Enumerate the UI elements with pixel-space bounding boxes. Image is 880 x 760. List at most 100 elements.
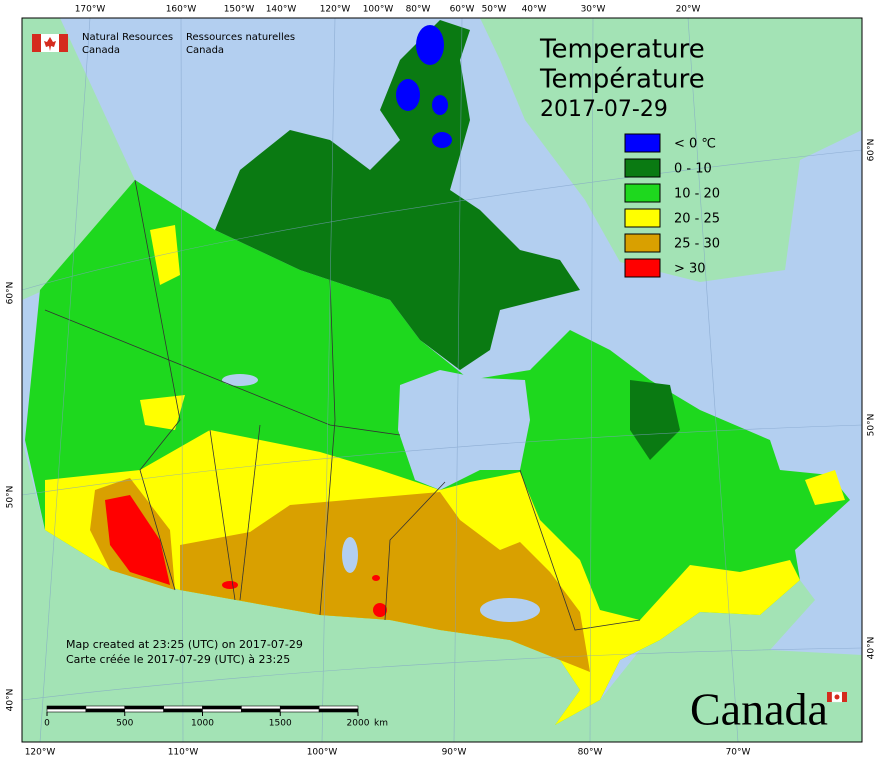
- scale-unit: km: [374, 719, 388, 729]
- province-border: [384, 481, 446, 621]
- lon-label: 100°W: [307, 748, 338, 758]
- lake: [480, 598, 540, 622]
- graticule: [22, 18, 862, 742]
- lon-label: 90°W: [442, 748, 467, 758]
- lon-label: 80°W: [578, 748, 603, 758]
- lon-label: 110°W: [168, 748, 199, 758]
- province-border: [44, 309, 401, 436]
- hudson-bay: [398, 370, 530, 490]
- region-over-30: [373, 603, 387, 617]
- lon-label: 120°W: [25, 748, 56, 758]
- region-20-25: [805, 470, 845, 505]
- region-over-30: [372, 575, 380, 581]
- maple-leaf: [834, 694, 840, 700]
- lon-label: 40°W: [522, 5, 547, 15]
- province-border: [239, 424, 261, 601]
- scale-segment: [46, 705, 87, 710]
- lon-label: 120°W: [320, 5, 351, 15]
- region-0-10: [215, 20, 580, 370]
- note-fr: Carte créée le 2017-07-29 (UTC) à 23:25: [66, 653, 290, 666]
- agency-en: Natural Resources: [82, 32, 173, 43]
- agency-fr: Ressources naturelles: [186, 32, 295, 43]
- legend-swatch: [624, 133, 661, 153]
- scale-label: 1500: [269, 719, 292, 729]
- lat-label: 40°N: [867, 637, 877, 660]
- flag-bar: [59, 34, 68, 52]
- region-below-0: [432, 132, 452, 148]
- lat-label: 50°N: [6, 486, 16, 509]
- scale-segment: [85, 705, 126, 710]
- scale-label: 2000: [347, 719, 370, 729]
- scale-segment: [124, 705, 164, 710]
- region-20-25: [140, 395, 185, 430]
- scale-segment: [241, 705, 281, 710]
- legend-label: > 30: [674, 262, 706, 277]
- agency-fr: Canada: [186, 45, 224, 56]
- region-0-10: [630, 380, 680, 460]
- lake: [222, 374, 258, 386]
- scale-label: 1000: [191, 719, 214, 729]
- lat-label: 50°N: [867, 414, 877, 437]
- lon-label: 60°W: [450, 5, 475, 15]
- lon-label: 70°W: [726, 748, 751, 758]
- scale-segment: [163, 705, 203, 710]
- legend: < 0 ℃ 0 - 10 10 - 20 20 - 25 25 - 30 > 3…: [624, 133, 720, 278]
- scale-segment: [85, 708, 126, 713]
- region-over-30: [105, 495, 170, 585]
- usa: [22, 440, 862, 742]
- legend-label: 25 - 30: [674, 237, 720, 252]
- lon-label: 160°W: [166, 5, 197, 15]
- lon-label: 150°W: [224, 5, 255, 15]
- legend-swatch: [624, 183, 661, 203]
- graticule-labels: 170°W 160°W 150°W 140°W 120°W 100°W 80°W…: [6, 5, 877, 758]
- region-below-0: [416, 25, 444, 65]
- map-date: 2017-07-29: [540, 97, 668, 122]
- agency-en: Canada: [82, 45, 120, 56]
- scale-segment: [46, 708, 87, 713]
- scale-segment: [279, 708, 320, 713]
- scale-segment: [241, 708, 281, 713]
- scale-segment: [202, 705, 242, 710]
- legend-label: 10 - 20: [674, 187, 720, 202]
- lon-label: 20°W: [676, 5, 701, 15]
- flag-bar: [842, 692, 847, 702]
- lon-label: 170°W: [75, 5, 106, 15]
- scale-label: 500: [116, 719, 133, 729]
- region-over-30: [222, 581, 238, 589]
- lon-label: 80°W: [406, 5, 431, 15]
- nrcan-signature: [32, 34, 68, 52]
- wordmark-flag: [827, 691, 847, 703]
- note-en: Map created at 23:25 (UTC) on 2017-07-29: [66, 638, 303, 651]
- legend-label: 0 - 10: [674, 162, 712, 177]
- legend-label: < 0 ℃: [674, 137, 716, 152]
- lat-label: 40°N: [6, 689, 16, 712]
- province-border: [319, 279, 336, 616]
- scale-segment: [163, 708, 203, 713]
- scale-segment: [318, 705, 359, 710]
- flag-bar: [32, 34, 41, 52]
- region-25-30: [180, 492, 590, 672]
- lat-label: 60°N: [6, 282, 16, 305]
- legend-swatch: [624, 158, 661, 178]
- canada-wordmark: Canada: [690, 684, 828, 735]
- scale-bar: 0 500 1000 1500 2000 km: [44, 705, 388, 729]
- legend-swatch: [624, 233, 661, 253]
- lake: [342, 537, 358, 573]
- legend-label: 20 - 25: [674, 212, 720, 227]
- greenland: [480, 18, 862, 282]
- maple-leaf: [44, 37, 56, 51]
- province-border: [209, 429, 236, 601]
- region-below-0: [432, 95, 448, 115]
- title-fr: Température: [539, 65, 705, 95]
- scale-label: 0: [44, 719, 50, 729]
- lon-label: 50°W: [482, 5, 507, 15]
- scale-segment: [318, 708, 359, 713]
- scale-segment: [124, 708, 164, 713]
- region-below-0: [396, 79, 420, 111]
- title-en: Temperature: [539, 35, 705, 65]
- flag-bar: [827, 692, 832, 702]
- province-border: [519, 469, 641, 631]
- legend-swatch: [624, 208, 661, 228]
- province-border: [134, 179, 181, 591]
- frame: [21, 17, 863, 743]
